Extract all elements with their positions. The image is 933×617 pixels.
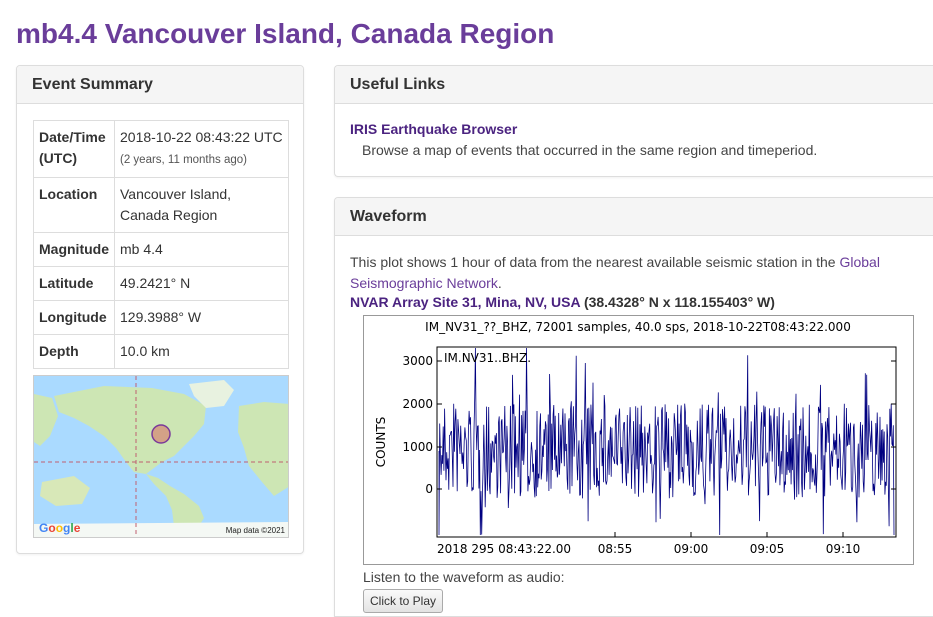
y-tick-label: 1000 (402, 440, 433, 454)
x-axis: 2018 295 08:43:22.00 08:55 09:00 09:05 0… (436, 532, 861, 556)
y-tick-label: 3000 (402, 354, 433, 368)
waveform-intro-text: This plot shows 1 hour of data from the … (350, 254, 840, 270)
station-info: NVAR Array Site 31, Mina, NV, USA (38.43… (350, 294, 775, 310)
page-title: mb4.4 Vancouver Island, Canada Region (16, 18, 555, 49)
row-label: Longitude (33, 300, 115, 335)
table-row: Longitude 129.3988° W (33, 300, 289, 335)
link-description: Browse a map of events that occurred in … (362, 142, 818, 158)
event-summary-table: Date/Time (UTC) 2018-10-22 08:43:22 UTC … (33, 120, 289, 369)
waveform-panel: Waveform This plot shows 1 hour of data … (334, 197, 933, 617)
y-axis-label: COUNTS (374, 417, 388, 468)
play-audio-button[interactable]: Click to Play (363, 589, 444, 613)
y-tick-label: 0 (425, 482, 433, 496)
waveform-intro-end: . (497, 275, 502, 291)
datetime-value: 2018-10-22 08:43:22 UTC (120, 129, 283, 145)
location-value: Vancouver Island, Canada Region (114, 177, 289, 233)
audio-label: Listen to the waveform as audio: (363, 569, 565, 585)
latitude-value: 49.2421° N (114, 266, 289, 301)
magnitude-value: mb 4.4 (114, 232, 289, 267)
event-map[interactable]: Google Map data ©2021 (33, 375, 289, 538)
waveform-description: This plot shows 1 hour of data from the … (350, 252, 930, 294)
event-summary-panel: Event Summary Date/Time (UTC) 2018-10-22… (16, 65, 304, 554)
x-tick-label: 08:55 (598, 542, 633, 556)
row-label: Latitude (33, 266, 115, 301)
row-label: Magnitude (33, 232, 115, 267)
row-value: 2018-10-22 08:43:22 UTC (2 years, 11 mon… (114, 120, 289, 178)
useful-links-panel: Useful Links IRIS Earthquake Browser Bro… (334, 65, 933, 177)
table-row: Location Vancouver Island, Canada Region (33, 177, 289, 233)
x-tick-label: 2018 295 08:43:22.00 (437, 542, 571, 556)
station-coords: (38.4328° N x 118.155403° W) (583, 294, 775, 310)
row-label: Date/Time (UTC) (33, 120, 115, 178)
waveform-heading: Waveform (335, 198, 933, 236)
table-row: Latitude 49.2421° N (33, 266, 289, 301)
y-axis: 3000 2000 1000 0 (402, 354, 896, 496)
datetime-relative: (2 years, 11 months ago) (120, 154, 247, 166)
table-row: Depth 10.0 km (33, 334, 289, 369)
row-label: Depth (33, 334, 115, 369)
useful-links-heading: Useful Links (335, 66, 933, 104)
seismic-trace-line (438, 347, 895, 536)
x-tick-label: 09:05 (750, 542, 785, 556)
x-tick-label: 09:10 (826, 542, 861, 556)
world-map-graphic (34, 376, 288, 537)
google-logo: Google (39, 521, 81, 535)
table-row: Date/Time (UTC) 2018-10-22 08:43:22 UTC … (33, 120, 289, 178)
station-name: NVAR Array Site 31, Mina, NV, USA (350, 294, 581, 310)
plot-title: IM_NV31_??_BHZ, 72001 samples, 40.0 sps,… (425, 320, 851, 334)
trace-label: IM.NV31..BHZ. (444, 351, 531, 365)
event-summary-heading: Event Summary (17, 66, 303, 104)
seismic-trace (438, 347, 895, 536)
gsn-link[interactable]: Global Seismographic Network (350, 254, 880, 291)
plot-frame (436, 346, 897, 538)
seismogram-plot: IM_NV31_??_BHZ, 72001 samples, 40.0 sps,… (363, 315, 914, 565)
y-tick-label: 2000 (402, 397, 433, 411)
x-tick-label: 09:00 (674, 542, 709, 556)
longitude-value: 129.3988° W (114, 300, 289, 335)
seismogram-svg: IM_NV31_??_BHZ, 72001 samples, 40.0 sps,… (374, 320, 897, 556)
depth-value: 10.0 km (114, 334, 289, 369)
iris-earthquake-browser-link[interactable]: IRIS Earthquake Browser (350, 121, 518, 137)
row-label: Location (33, 177, 115, 233)
map-credit: Map data ©2021 (225, 526, 285, 535)
table-row: Magnitude mb 4.4 (33, 232, 289, 267)
